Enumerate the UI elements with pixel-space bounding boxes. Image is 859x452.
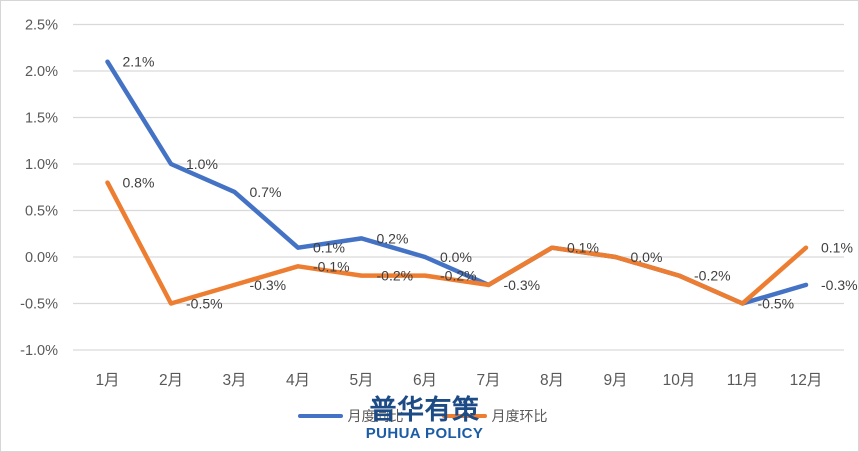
legend-line-swatch-mom: [441, 413, 487, 419]
data-label-yoy: 1.0%: [186, 156, 218, 172]
data-label-mom: -0.5%: [758, 296, 795, 312]
data-label-mom: 0.0%: [631, 249, 663, 265]
x-axis-tick-label: 2月: [159, 372, 183, 389]
data-label-yoy: 2.1%: [123, 54, 155, 70]
data-label-mom: 0.1%: [567, 240, 599, 256]
data-label-mom: 0.8%: [123, 175, 155, 191]
x-axis-tick-label: 9月: [603, 372, 627, 389]
data-label-mom: -0.3%: [504, 277, 541, 293]
data-label-yoy: 0.7%: [250, 184, 282, 200]
x-axis-tick-label: 10月: [663, 372, 696, 389]
x-axis-tick-label: 7月: [476, 372, 500, 389]
legend-item-mom: 月度环比: [441, 408, 548, 424]
y-axis-tick-label: 2.5%: [25, 18, 58, 34]
data-label-mom: -0.3%: [250, 277, 287, 293]
y-axis-tick-label: 2.0%: [25, 64, 58, 80]
y-axis-tick-label: 1.0%: [25, 157, 58, 173]
chart-legend: 月度同比 月度环比: [297, 408, 548, 424]
data-label-yoy: 0.2%: [377, 230, 409, 246]
data-label-mom: -0.2%: [440, 268, 477, 284]
data-label-mom: -0.2%: [694, 268, 731, 284]
y-axis-tick-label: -0.5%: [20, 297, 58, 313]
x-axis-tick-label: 6月: [413, 372, 437, 389]
y-axis-tick-label: 0.0%: [25, 250, 58, 266]
data-label-yoy: 0.0%: [440, 249, 472, 265]
series-line-mom: [105, 180, 809, 306]
data-label-mom: -0.5%: [186, 296, 223, 312]
legend-line-swatch-yoy: [297, 413, 343, 419]
legend-item-yoy: 月度同比: [297, 408, 404, 424]
legend-label-mom: 月度环比: [491, 408, 548, 424]
data-label-mom: -0.1%: [313, 258, 350, 274]
data-label-yoy: -0.3%: [821, 277, 858, 293]
x-axis-tick-label: 1月: [95, 372, 119, 389]
x-axis-tick-label: 5月: [349, 372, 373, 389]
data-label-yoy: 0.1%: [313, 240, 345, 256]
legend-label-yoy: 月度同比: [347, 408, 404, 424]
data-label-mom: 0.1%: [821, 240, 853, 256]
x-axis-tick-label: 8月: [540, 372, 564, 389]
x-axis-tick-label: 11月: [727, 372, 759, 389]
data-label-mom: -0.2%: [377, 268, 414, 284]
y-axis-tick-label: 0.5%: [25, 204, 58, 220]
y-axis-tick-label: -1.0%: [20, 343, 58, 359]
x-axis-tick-label: 3月: [222, 372, 246, 389]
x-axis-tick-label: 12月: [790, 372, 823, 389]
y-axis-tick-label: 1.5%: [25, 111, 58, 127]
x-axis-tick-label: 4月: [286, 372, 310, 389]
